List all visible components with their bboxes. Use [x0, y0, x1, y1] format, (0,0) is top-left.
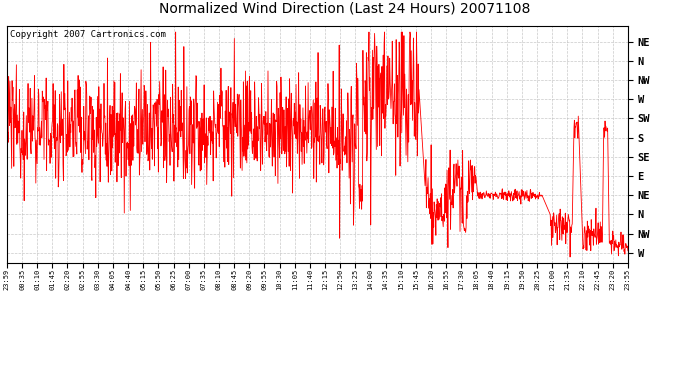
Text: Normalized Wind Direction (Last 24 Hours) 20071108: Normalized Wind Direction (Last 24 Hours… [159, 2, 531, 16]
Text: Copyright 2007 Cartronics.com: Copyright 2007 Cartronics.com [10, 30, 166, 39]
